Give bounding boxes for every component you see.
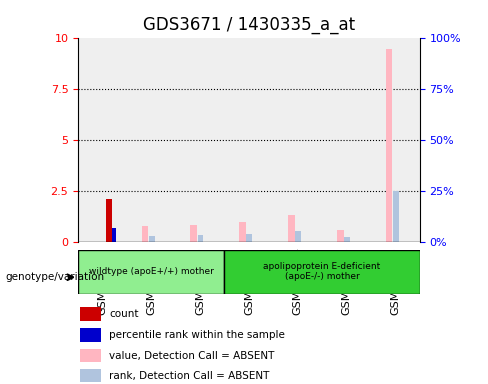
Bar <box>295 231 301 242</box>
Bar <box>78 38 127 242</box>
Bar <box>112 228 116 242</box>
Bar <box>288 215 295 242</box>
Bar <box>344 237 350 242</box>
Text: genotype/variation: genotype/variation <box>5 272 104 282</box>
Bar <box>80 328 101 342</box>
Text: percentile rank within the sample: percentile rank within the sample <box>109 330 285 340</box>
Text: apolipoprotein E-deficient
(apoE-/-) mother: apolipoprotein E-deficient (apoE-/-) mot… <box>264 262 381 281</box>
Text: rank, Detection Call = ABSENT: rank, Detection Call = ABSENT <box>109 371 269 381</box>
Bar <box>80 369 101 382</box>
Bar <box>393 191 399 242</box>
Bar <box>80 349 101 362</box>
Text: value, Detection Call = ABSENT: value, Detection Call = ABSENT <box>109 351 274 361</box>
Bar <box>78 250 224 294</box>
Bar <box>80 307 101 321</box>
Bar <box>224 250 420 294</box>
Bar <box>198 235 203 242</box>
Bar <box>322 38 371 242</box>
Bar <box>239 222 246 242</box>
Bar <box>246 234 252 242</box>
Title: GDS3671 / 1430335_a_at: GDS3671 / 1430335_a_at <box>143 17 355 34</box>
Bar <box>176 38 224 242</box>
Text: wildtype (apoE+/+) mother: wildtype (apoE+/+) mother <box>89 267 214 276</box>
Bar <box>190 225 197 242</box>
Text: count: count <box>109 309 139 319</box>
Bar <box>386 49 392 242</box>
Bar <box>149 236 155 242</box>
Bar <box>142 226 148 242</box>
Bar <box>273 38 322 242</box>
Bar <box>337 230 344 242</box>
Bar <box>106 199 112 242</box>
Bar <box>371 38 420 242</box>
Bar <box>127 38 176 242</box>
Bar <box>224 38 273 242</box>
